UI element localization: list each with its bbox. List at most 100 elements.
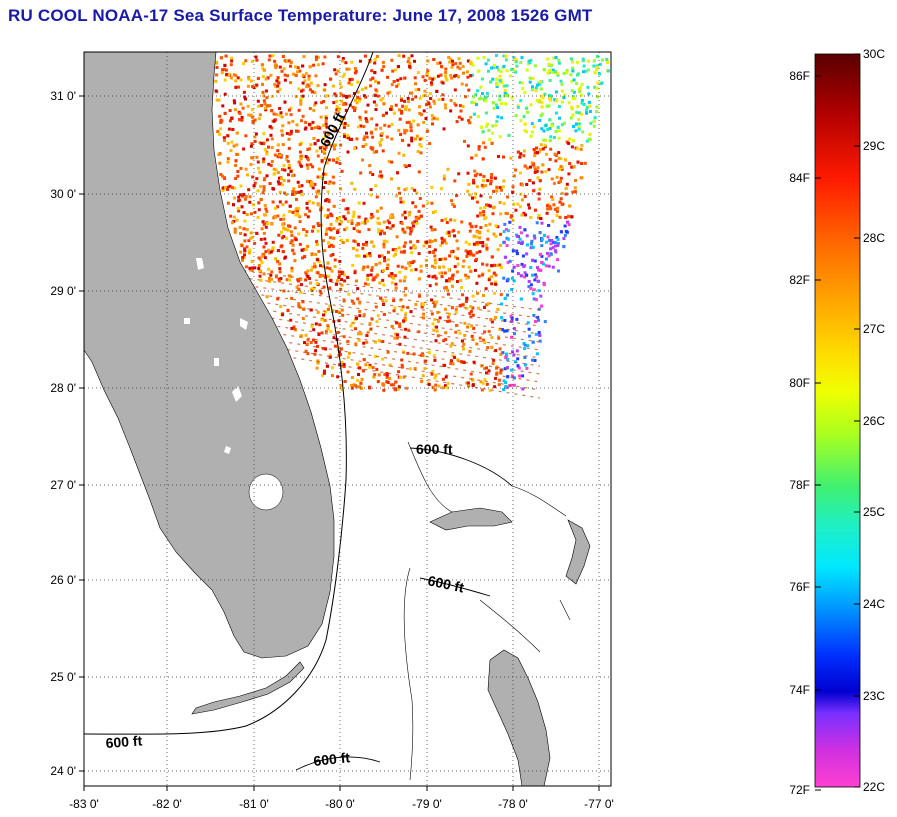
sst-pixel (535, 352, 539, 356)
sst-pixel (434, 282, 438, 286)
sst-pixel (306, 158, 310, 162)
sst-pixel (340, 220, 344, 224)
sst-pixel (530, 122, 534, 126)
sst-pixel (271, 240, 275, 244)
sst-pixel (273, 153, 277, 157)
sst-pixel (250, 79, 253, 83)
sst-pixel (228, 109, 232, 112)
sst-pixel (308, 277, 311, 280)
sst-pixel (503, 296, 507, 300)
sst-pixel (512, 353, 516, 357)
sst-pixel (534, 332, 538, 336)
sst-pixel (429, 225, 433, 229)
sst-pixel (484, 99, 488, 103)
sst-pixel (315, 282, 319, 285)
sst-pixel (502, 202, 506, 206)
sst-pixel (481, 273, 484, 277)
sst-pixel (242, 62, 246, 66)
sst-pixel (338, 81, 342, 85)
sst-pixel (593, 85, 597, 89)
sst-pixel (466, 75, 470, 79)
sst-pixel (374, 354, 377, 358)
sst-pixel (490, 66, 493, 70)
sst-pixel (505, 329, 509, 333)
sst-pixel (551, 68, 555, 72)
sst-pixel (512, 376, 516, 380)
sst-pixel (380, 68, 384, 72)
sst-pixel (484, 287, 488, 291)
sst-pixel (549, 147, 553, 151)
sst-pixel (375, 320, 379, 323)
sst-pixel (352, 210, 356, 214)
sst-pixel (373, 93, 377, 97)
sst-pixel (382, 239, 386, 243)
sst-pixel (463, 139, 466, 143)
sst-pixel (250, 212, 253, 216)
sst-pixel (525, 106, 529, 110)
sst-pixel (478, 211, 482, 215)
sst-pixel (469, 115, 473, 119)
sst-pixel (402, 279, 406, 283)
sst-pixel (504, 54, 508, 58)
sst-pixel (570, 165, 574, 169)
sst-pixel (253, 140, 257, 143)
colorbar-c-label: 24C (863, 597, 885, 611)
sst-pixel (426, 201, 430, 205)
sst-pixel (518, 225, 522, 229)
sst-pixel (319, 115, 323, 119)
sst-pixel (291, 174, 294, 178)
sst-pixel (258, 170, 262, 174)
sst-pixel (514, 60, 518, 64)
sst-pixel (513, 332, 516, 336)
sst-pixel (555, 214, 559, 217)
sst-pixel (536, 151, 539, 155)
sst-pixel (430, 83, 434, 87)
sst-pixel (409, 268, 413, 272)
sst-pixel (562, 121, 566, 125)
sst-pixel (512, 383, 516, 387)
sst-pixel (288, 278, 292, 282)
sst-pixel (259, 237, 263, 241)
sst-pixel (525, 366, 529, 370)
sst-pixel (599, 82, 603, 86)
sst-pixel (527, 285, 531, 289)
sst-pixel (502, 155, 505, 159)
sst-pixel (365, 131, 368, 135)
sst-pixel (294, 190, 298, 194)
sst-pixel (333, 68, 337, 72)
sst-pixel (520, 262, 524, 266)
sst-pixel (413, 245, 417, 249)
sst-pixel (403, 335, 407, 339)
sst-pixel (458, 61, 462, 65)
sst-pixel (305, 85, 308, 89)
sst-pixel (237, 195, 241, 199)
sst-pixel (363, 221, 367, 225)
sst-pixel (468, 121, 472, 125)
sst-pixel (446, 292, 450, 296)
sst-pixel (249, 268, 253, 272)
sst-pixel (557, 61, 561, 65)
sst-pixel (519, 297, 523, 301)
sst-pixel (381, 278, 385, 282)
sst-pixel (268, 277, 271, 280)
sst-pixel (469, 74, 473, 78)
sst-pixel (291, 248, 295, 252)
sst-pixel (501, 185, 505, 189)
sst-pixel (312, 137, 316, 140)
sst-pixel (326, 139, 329, 143)
sst-pixel (276, 297, 280, 301)
sst-pixel (534, 89, 538, 93)
sst-pixel (371, 278, 375, 282)
sst-pixel (311, 201, 315, 205)
sst-pixel (498, 74, 502, 78)
sst-pixel (321, 374, 324, 378)
sst-pixel (251, 175, 255, 179)
sst-pixel (402, 153, 406, 157)
sst-pixel (529, 287, 533, 291)
sst-pixel (278, 190, 282, 194)
sst-pixel (315, 240, 319, 244)
sst-pixel (301, 114, 305, 118)
sst-pixel (294, 95, 298, 99)
sst-pixel (248, 195, 252, 199)
sst-pixel (511, 269, 515, 273)
